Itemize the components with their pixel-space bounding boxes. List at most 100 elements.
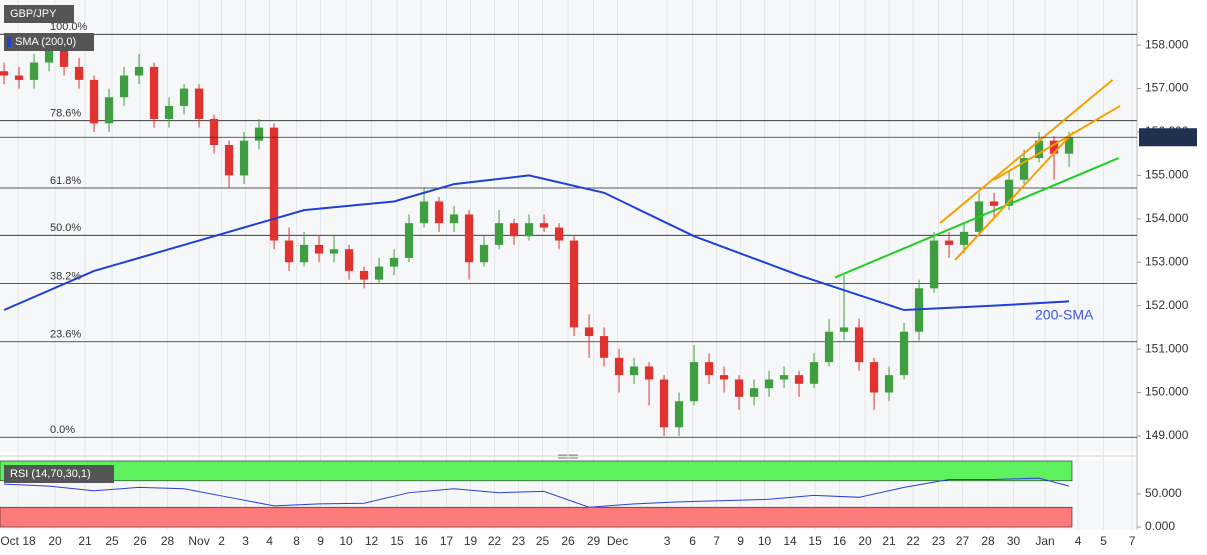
candle-body	[854, 327, 864, 363]
x-tick-label: 10	[758, 534, 772, 548]
x-tick-label: 15	[390, 534, 404, 548]
x-tick-label: 5	[1100, 534, 1107, 548]
candle-body	[614, 357, 624, 376]
candle-body	[644, 366, 654, 380]
x-tick-label: Jan	[1035, 534, 1054, 548]
candle-body	[164, 105, 174, 119]
candle-body	[674, 401, 684, 428]
y-tick-label: 155.000	[1145, 168, 1189, 182]
candle-body	[224, 145, 234, 176]
x-tick-label: 23	[932, 534, 946, 548]
candle-body	[329, 249, 339, 254]
candle-body	[1019, 158, 1029, 180]
indicator-swatch	[7, 37, 11, 47]
x-tick-label: 21	[78, 534, 92, 548]
candle-body	[404, 223, 414, 258]
x-tick-label: 28	[981, 534, 995, 548]
x-tick-label: Dec	[607, 534, 628, 548]
candle-body	[479, 244, 489, 263]
x-tick-label: 9	[317, 534, 324, 548]
candle-body	[764, 379, 774, 389]
candle-body	[839, 327, 849, 332]
y-tick-label: 149.000	[1145, 428, 1189, 442]
x-tick-label: 6	[689, 534, 696, 548]
candle-body	[59, 49, 69, 67]
candle-body	[929, 240, 939, 289]
y-tick-label: 153.000	[1145, 254, 1189, 268]
candle-body	[254, 127, 264, 141]
candle-body	[1004, 179, 1014, 206]
fib-label: 50.0%	[50, 222, 81, 234]
last-price-box	[1139, 128, 1197, 147]
y-tick-label: 150.000	[1145, 385, 1189, 399]
candle-body	[1034, 140, 1044, 159]
symbol-box	[4, 5, 74, 23]
candle-body	[899, 331, 909, 376]
candle-body	[824, 331, 834, 363]
trendline	[993, 105, 1121, 181]
indicator: SMA (200,0)	[15, 36, 76, 48]
candle-body	[884, 375, 894, 393]
candle-body	[464, 214, 474, 263]
sma-line	[3, 174, 1070, 312]
x-tick-label: 25	[105, 534, 119, 548]
overbought-band	[0, 460, 1073, 482]
candle-body	[554, 227, 564, 241]
x-tick-label: Nov	[188, 534, 209, 548]
rsi-line	[4, 477, 1070, 508]
x-tick-label: 26	[561, 534, 575, 548]
fib-label: 23.6%	[50, 329, 81, 341]
fib-label: 61.8%	[50, 175, 81, 187]
candle-body	[14, 75, 24, 80]
y-tick-label: 157.000	[1145, 81, 1189, 95]
candle-body	[794, 375, 804, 384]
candle-body	[599, 336, 609, 358]
x-tick-label: 14	[783, 534, 797, 548]
x-tick-label: 22	[488, 534, 502, 548]
x-tick-label: 3	[242, 534, 249, 548]
x-tick-label: 15	[808, 534, 822, 548]
trendline	[939, 79, 1114, 224]
x-tick-label: 19	[464, 534, 478, 548]
y-tick-label: 151.000	[1145, 341, 1189, 355]
x-tick-label: 27	[956, 534, 970, 548]
x-tick-label: 9	[737, 534, 744, 548]
candle-body	[719, 375, 729, 380]
x-tick-label: 21	[882, 534, 896, 548]
candle-body	[659, 379, 669, 428]
candle-body	[494, 223, 504, 245]
x-tick-label: 22	[906, 534, 920, 548]
x-tick-label: 28	[161, 534, 175, 548]
candle-body	[584, 327, 594, 337]
x-tick-label: 8	[293, 534, 300, 548]
candle-body	[194, 88, 204, 119]
candle-body	[509, 223, 519, 237]
y-tick-label: 158.000	[1145, 37, 1189, 51]
symbol: GBP/JPY	[10, 8, 57, 20]
candle-body	[179, 88, 189, 106]
x-tick-label: 16	[414, 534, 428, 548]
rsi-label: RSI (14,70,30,1)	[10, 468, 91, 480]
candle-body	[389, 257, 399, 267]
trendline	[954, 131, 1075, 261]
candle-body	[449, 214, 459, 224]
x-tick-label: 20	[858, 534, 872, 548]
x-tick-label: 4	[266, 534, 273, 548]
candle-body	[314, 244, 324, 254]
candle-body	[629, 366, 639, 376]
x-tick-label: 30	[1007, 534, 1021, 548]
candle-body	[89, 79, 99, 124]
candle-body	[734, 379, 744, 397]
sma-annotation: 200-SMA	[1035, 307, 1094, 323]
x-tick-label: 7	[713, 534, 720, 548]
fib-label: 100.0%	[50, 21, 88, 33]
candle-body	[134, 66, 144, 76]
candle-body	[0, 71, 9, 76]
x-tick-label: 16	[833, 534, 847, 548]
candle-body	[149, 66, 159, 119]
candle-body	[809, 362, 819, 384]
candle-body	[119, 75, 129, 98]
x-tick-label: 12	[365, 534, 379, 548]
candle-body	[779, 375, 789, 380]
